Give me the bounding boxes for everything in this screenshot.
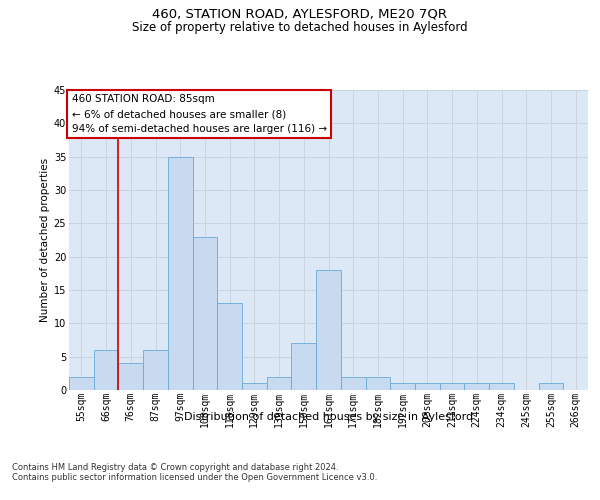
Text: Contains HM Land Registry data © Crown copyright and database right 2024.: Contains HM Land Registry data © Crown c… <box>12 464 338 472</box>
Bar <box>217 304 242 390</box>
Bar <box>539 384 563 390</box>
Bar <box>94 350 118 390</box>
Text: 460 STATION ROAD: 85sqm
← 6% of detached houses are smaller (8)
94% of semi-deta: 460 STATION ROAD: 85sqm ← 6% of detached… <box>71 94 327 134</box>
Text: 460, STATION ROAD, AYLESFORD, ME20 7QR: 460, STATION ROAD, AYLESFORD, ME20 7QR <box>152 8 448 20</box>
Text: Distribution of detached houses by size in Aylesford: Distribution of detached houses by size … <box>184 412 473 422</box>
Bar <box>365 376 390 390</box>
Bar <box>143 350 168 390</box>
Bar <box>341 376 365 390</box>
Bar <box>267 376 292 390</box>
Bar <box>118 364 143 390</box>
Bar <box>69 376 94 390</box>
Bar <box>464 384 489 390</box>
Bar <box>292 344 316 390</box>
Bar <box>415 384 440 390</box>
Bar <box>440 384 464 390</box>
Bar <box>193 236 217 390</box>
Bar <box>168 156 193 390</box>
Bar <box>390 384 415 390</box>
Bar <box>489 384 514 390</box>
Text: Contains public sector information licensed under the Open Government Licence v3: Contains public sector information licen… <box>12 474 377 482</box>
Y-axis label: Number of detached properties: Number of detached properties <box>40 158 50 322</box>
Text: Size of property relative to detached houses in Aylesford: Size of property relative to detached ho… <box>132 21 468 34</box>
Bar <box>316 270 341 390</box>
Bar <box>242 384 267 390</box>
